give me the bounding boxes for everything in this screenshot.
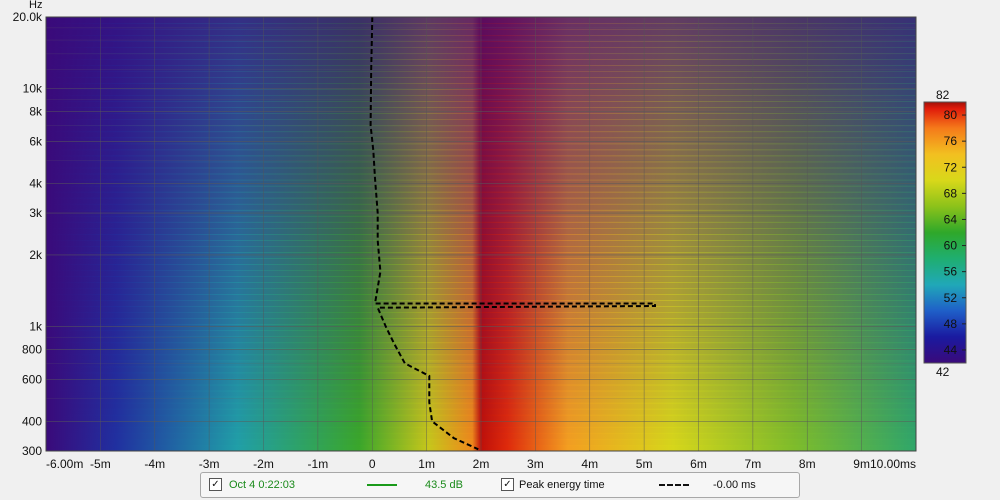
series2-line-swatch — [659, 484, 689, 486]
x-axis: -6.00m -5m -4m -3m -2m -1m 0 1m 2m 3m 4m 5m 6m 7m 8m 9m… — [46, 457, 916, 470]
series-layer — [369, 17, 656, 451]
colorbar-tick-label: 60 — [944, 239, 958, 253]
x-tick-label: 0 — [369, 457, 376, 470]
spectrogram-chart: -6.00m -5m -4m -3m -2m -1m 0 1m 2m 3m 4m 5m 6m 7m 8m 9m… — [13, 0, 967, 470]
x-tick-label: -6.00m — [46, 457, 83, 470]
series2-checkbox[interactable]: ✓ — [501, 478, 514, 491]
plot-frame — [45, 16, 917, 452]
colorbar-tick-label: 76 — [944, 134, 958, 148]
series1-checkbox[interactable]: ✓ — [209, 478, 222, 491]
y-tick-label: 4k — [29, 176, 43, 190]
grid — [46, 17, 916, 451]
x-tick-label: 2m — [473, 457, 490, 470]
colorbar-ticks: 80 76 72 68 64 60 56 52 48 44 — [944, 108, 966, 357]
colorbar-tick-label: 56 — [944, 265, 958, 279]
y-tick-label: 10k — [23, 82, 43, 96]
peak-energy-time-line — [369, 17, 656, 451]
x-tick-label: -1m — [308, 457, 329, 470]
x-tick-label: 7m — [745, 457, 762, 470]
x-tick-label: 5m — [636, 457, 653, 470]
colorbar-tick-label: 80 — [944, 108, 958, 122]
series1-value: 43.5 dB — [425, 479, 463, 491]
series2-value: -0.00 ms — [713, 479, 756, 491]
y-tick-label: 3k — [29, 206, 43, 220]
colorbar-tick-label: 68 — [944, 186, 958, 200]
colorbar-tick-label: 64 — [944, 212, 958, 226]
x-tick-label: -5m — [90, 457, 111, 470]
series2-label: Peak energy time — [519, 479, 605, 491]
x-tick-label: 4m — [581, 457, 598, 470]
x-tick-label: 8m — [799, 457, 816, 470]
series1-label: Oct 4 0:22:03 — [229, 479, 296, 491]
x-tick-label: 10.00ms — [870, 457, 916, 470]
colorbar-max-label: 82 — [936, 88, 950, 102]
y-tick-label: 8k — [29, 105, 43, 119]
colorbar-tick-label: 52 — [944, 291, 958, 305]
y-tick-label: 2k — [29, 248, 43, 262]
y-tick-label: 20.0k — [13, 10, 43, 24]
colorbar-min-label: 42 — [936, 365, 950, 379]
x-tick-label: 3m — [527, 457, 544, 470]
colorbar-tick-label: 44 — [944, 343, 958, 357]
y-axis: 20.0k 10k 8k 6k 4k 3k 2k 1k 800 600 400 300 — [13, 10, 43, 458]
colorbar-tick-label: 72 — [944, 160, 958, 174]
y-tick-label: 600 — [22, 372, 42, 386]
colorbar: 82 42 80 76 72 68 64 60 56 52 48 44 — [923, 88, 967, 379]
y-unit-label: Hz — [29, 0, 42, 11]
x-tick-label: -3m — [199, 457, 220, 470]
y-tick-label: 400 — [22, 414, 42, 428]
series1-line-swatch — [367, 484, 397, 486]
colorbar-tick-label: 48 — [944, 317, 958, 331]
y-tick-label: 1k — [29, 320, 43, 334]
y-tick-label: 6k — [29, 134, 43, 148]
x-tick-label: -4m — [144, 457, 165, 470]
legend-bar: ✓ Oct 4 0:22:03 43.5 dB ✓ Peak energy ti… — [200, 472, 800, 498]
x-tick-label: 6m — [690, 457, 707, 470]
y-tick-label: 300 — [22, 444, 42, 458]
x-tick-label: -2m — [253, 457, 274, 470]
x-tick-label: 1m — [418, 457, 435, 470]
colorbar-fill — [923, 101, 967, 364]
y-tick-label: 800 — [22, 343, 42, 357]
x-tick-label: 9m — [853, 457, 870, 470]
